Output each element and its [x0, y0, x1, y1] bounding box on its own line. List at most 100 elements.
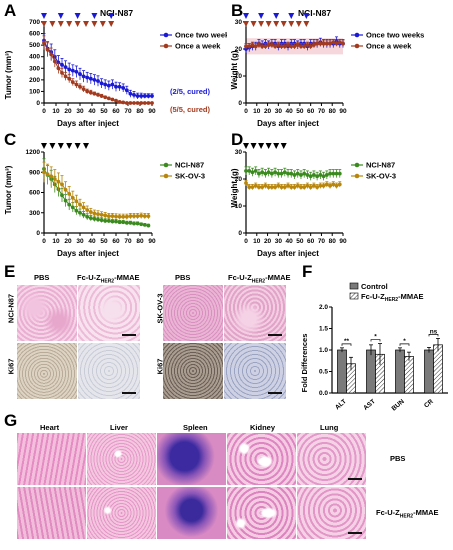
- panel-label-b: B: [231, 1, 244, 20]
- he-image-liver-pbs: [87, 433, 156, 485]
- data-point: [308, 174, 313, 179]
- data-point: [81, 87, 86, 92]
- data-point: [49, 174, 54, 179]
- x-tick-label: 90: [339, 108, 347, 115]
- legend-label: NCI-N87: [366, 161, 395, 170]
- data-point: [253, 183, 258, 188]
- data-point: [292, 185, 297, 189]
- dose-marker-icon: [83, 21, 89, 27]
- data-point: [247, 169, 252, 173]
- panel-b-title: NCI-N87: [298, 8, 331, 18]
- legend-label: Once a week: [366, 42, 412, 51]
- x-tick-label: 40: [88, 238, 96, 245]
- data-point: [117, 220, 122, 225]
- y-tick-label: 400: [29, 54, 40, 61]
- data-point: [337, 171, 342, 176]
- data-point: [142, 214, 147, 219]
- data-point: [308, 185, 313, 189]
- legend-label-control: Control: [361, 282, 388, 291]
- y-tick-label: 600: [29, 31, 40, 38]
- data-point: [266, 170, 271, 175]
- data-point: [257, 185, 261, 189]
- y-tick-label: 0.0: [319, 390, 328, 397]
- data-point: [334, 171, 339, 176]
- x-tick-label: 70: [124, 108, 132, 115]
- x-tick-label: 60: [112, 238, 120, 245]
- dose-marker-icon: [41, 21, 47, 27]
- data-point: [70, 68, 75, 73]
- data-point: [63, 198, 68, 203]
- data-point: [128, 214, 133, 219]
- data-point: [279, 185, 284, 189]
- dose-marker-icon: [49, 143, 56, 149]
- x-tick-label: 80: [329, 238, 337, 245]
- dose-marker-icon: [280, 143, 287, 149]
- panel-label-a: A: [4, 1, 17, 20]
- data-point: [276, 183, 281, 188]
- data-point: [266, 43, 271, 47]
- x-tick-label: 0: [42, 238, 46, 245]
- data-point: [128, 220, 133, 225]
- data-point: [142, 94, 147, 98]
- dose-marker-icon: [66, 21, 73, 27]
- significance-bracket: [370, 339, 381, 342]
- significance-label: *: [374, 334, 377, 341]
- dose-marker-icon: [250, 143, 257, 149]
- data-point: [302, 185, 307, 189]
- data-point: [324, 182, 329, 187]
- data-point: [63, 187, 68, 192]
- dose-marker-icon: [258, 21, 265, 27]
- data-point: [334, 183, 339, 188]
- data-point: [70, 205, 75, 210]
- panel-b-chart: NCI-N87 Weight (g) Days after inject Onc…: [230, 8, 424, 128]
- x-tick-label: 20: [264, 238, 272, 245]
- data-point: [132, 221, 136, 226]
- y-tick-label: 700: [29, 19, 40, 26]
- x-tick-label: 10: [253, 238, 261, 245]
- he-image-skov-drug: [224, 285, 286, 341]
- data-point: [263, 44, 268, 49]
- dose-marker-icon: [265, 143, 272, 149]
- data-point: [341, 41, 345, 46]
- data-point: [70, 196, 75, 200]
- y-tick-label: 0: [238, 230, 242, 237]
- panel-a-chart: NCI-N87 Tumor (mm³) Days after inject On…: [4, 8, 227, 128]
- panel-a-annotation-5of5: (5/5, cured): [170, 105, 211, 114]
- he-image-kidney-pbs: [227, 433, 296, 485]
- data-point: [106, 214, 111, 219]
- y-tick-label: 1.0: [319, 347, 328, 354]
- e-row-ki67-left: Ki67: [6, 358, 16, 375]
- data-point: [289, 185, 294, 189]
- data-point: [146, 223, 151, 228]
- data-point: [114, 84, 118, 89]
- data-point: [99, 81, 104, 86]
- he-image-spleen-pbs: [157, 433, 226, 485]
- x-tick-label: 60: [112, 108, 120, 115]
- data-point: [286, 183, 290, 188]
- he-image-heart-drug: [17, 487, 86, 539]
- panel-c-ylabel: Tumor (mm³): [4, 165, 13, 214]
- data-point: [106, 218, 111, 223]
- dose-marker-icon: [280, 21, 287, 27]
- data-point: [289, 171, 294, 176]
- he-image-skov-pbs: [163, 285, 223, 341]
- data-point: [253, 169, 258, 173]
- panel-c-xlabel: Days after inject: [57, 249, 119, 258]
- scale-bar: [122, 334, 136, 336]
- dose-marker-icon: [243, 13, 249, 19]
- data-point: [106, 96, 111, 101]
- x-tick-label: 70: [318, 108, 326, 115]
- panel-label-d: D: [231, 130, 244, 149]
- data-point: [56, 179, 61, 184]
- x-tick-label: 90: [339, 238, 347, 245]
- data-point: [318, 183, 323, 188]
- data-point: [269, 43, 274, 47]
- dose-marker-icon: [41, 143, 47, 149]
- data-point: [266, 185, 271, 189]
- data-point: [250, 185, 255, 189]
- data-point: [321, 41, 326, 46]
- data-point: [67, 202, 72, 207]
- data-point: [331, 40, 336, 45]
- data-point: [60, 62, 64, 67]
- data-point: [308, 44, 313, 49]
